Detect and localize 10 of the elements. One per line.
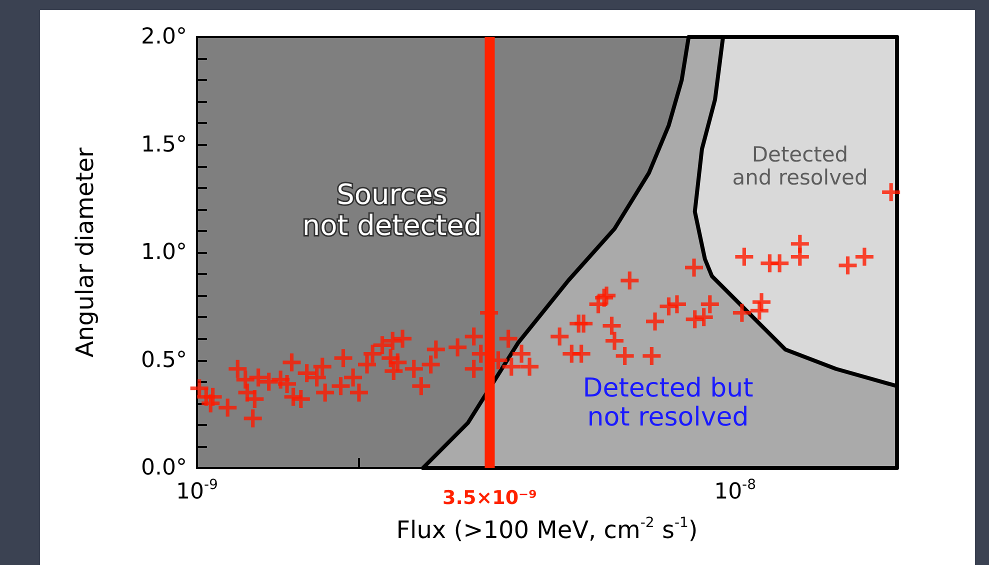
annotation: Sources not detected	[302, 178, 482, 242]
y-tick-label: 2.0°	[141, 24, 187, 50]
ref-line-label: 3.5×10⁻⁹	[442, 487, 537, 509]
y-tick-label: 0.5°	[141, 348, 187, 373]
y-tick-label: 1.0°	[141, 240, 187, 265]
annotation: Detected but not resolved	[582, 374, 754, 432]
y-axis-title: Angular diameter	[71, 148, 99, 358]
annotation: Detected and resolved	[732, 142, 868, 190]
y-tick-label: 1.5°	[141, 132, 187, 158]
y-tick-label: 0.0°	[141, 456, 187, 480]
